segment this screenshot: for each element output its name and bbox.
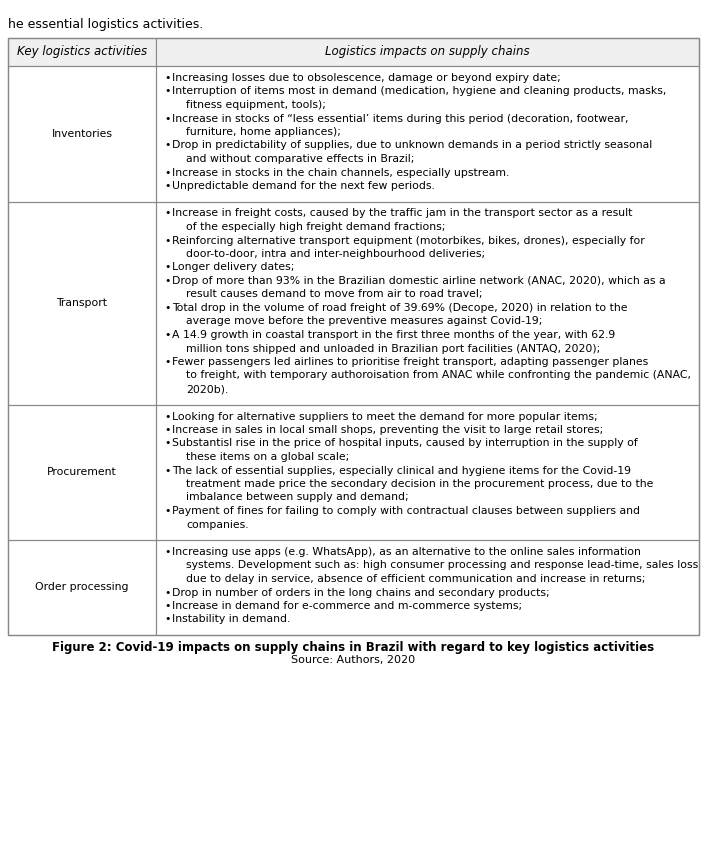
Text: •: •	[164, 412, 170, 422]
Text: •: •	[164, 465, 170, 475]
Text: •: •	[164, 141, 170, 151]
Text: •: •	[164, 303, 170, 313]
Bar	[8, 38, 156, 66]
Bar	[8, 540, 156, 635]
Bar	[156, 38, 699, 66]
Text: •: •	[164, 588, 170, 597]
Text: Longer delivery dates;: Longer delivery dates;	[172, 262, 294, 273]
Text: systems. Development such as: high consumer processing and response lead-time, s: systems. Development such as: high consu…	[186, 561, 699, 571]
Text: fitness equipment, tools);: fitness equipment, tools);	[186, 100, 326, 110]
Text: he essential logistics activities.: he essential logistics activities.	[8, 18, 203, 31]
Text: Increase in freight costs, caused by the traffic jam in the transport sector as : Increase in freight costs, caused by the…	[172, 209, 632, 218]
Text: Order processing: Order processing	[35, 583, 129, 592]
Text: A 14.9 growth in coastal transport in the first three months of the year, with 6: A 14.9 growth in coastal transport in th…	[172, 330, 615, 340]
Text: Procurement: Procurement	[47, 467, 117, 477]
Text: these items on a global scale;: these items on a global scale;	[186, 452, 349, 462]
Text: The lack of essential supplies, especially clinical and hygiene items for the Co: The lack of essential supplies, especial…	[172, 465, 631, 475]
Text: and without comparative effects in Brazil;: and without comparative effects in Brazi…	[186, 154, 414, 164]
Text: 2020b).: 2020b).	[186, 384, 228, 394]
Text: imbalance between supply and demand;: imbalance between supply and demand;	[186, 492, 409, 503]
Text: •: •	[164, 209, 170, 218]
Bar	[156, 66, 699, 202]
Text: million tons shipped and unloaded in Brazilian port facilities (ANTAQ, 2020);: million tons shipped and unloaded in Bra…	[186, 343, 600, 354]
Bar	[156, 202, 699, 405]
Text: Interruption of items most in demand (medication, hygiene and cleaning products,: Interruption of items most in demand (me…	[172, 87, 667, 96]
Text: Inventories: Inventories	[52, 129, 112, 139]
Text: Instability in demand.: Instability in demand.	[172, 614, 291, 625]
Text: door-to-door, intra and inter-neighbourhood deliveries;: door-to-door, intra and inter-neighbourh…	[186, 249, 485, 259]
Text: Substantisl rise in the price of hospital inputs, caused by interruption in the : Substantisl rise in the price of hospita…	[172, 439, 638, 448]
Text: Figure 2: Covid-19 impacts on supply chains in Brazil with regard to key logisti: Figure 2: Covid-19 impacts on supply cha…	[52, 641, 655, 654]
Text: •: •	[164, 425, 170, 435]
Text: •: •	[164, 439, 170, 448]
Text: Drop of more than 93% in the Brazilian domestic airline network (ANAC, 2020), wh: Drop of more than 93% in the Brazilian d…	[172, 276, 665, 286]
Text: Drop in number of orders in the long chains and secondary products;: Drop in number of orders in the long cha…	[172, 588, 549, 597]
Text: •: •	[164, 113, 170, 124]
Text: average move before the preventive measures against Covid-19;: average move before the preventive measu…	[186, 316, 542, 326]
Text: Increase in stocks in the chain channels, especially upstream.: Increase in stocks in the chain channels…	[172, 168, 509, 177]
Bar	[156, 540, 699, 635]
Text: •: •	[164, 547, 170, 557]
Text: Key logistics activities: Key logistics activities	[17, 45, 147, 59]
Text: of the especially high freight demand fractions;: of the especially high freight demand fr…	[186, 222, 445, 232]
Text: Drop in predictability of supplies, due to unknown demands in a period strictly : Drop in predictability of supplies, due …	[172, 141, 653, 151]
Text: furniture, home appliances);: furniture, home appliances);	[186, 127, 341, 137]
Text: •: •	[164, 262, 170, 273]
Text: Logistics impacts on supply chains: Logistics impacts on supply chains	[325, 45, 530, 59]
Text: Transport: Transport	[57, 298, 107, 308]
Bar	[8, 202, 156, 405]
Text: Increasing losses due to obsolescence, damage or beyond expiry date;: Increasing losses due to obsolescence, d…	[172, 73, 561, 83]
Text: •: •	[164, 330, 170, 340]
Text: Looking for alternative suppliers to meet the demand for more popular items;: Looking for alternative suppliers to mee…	[172, 412, 597, 422]
Text: Increasing use apps (e.g. WhatsApp), as an alternative to the online sales infor: Increasing use apps (e.g. WhatsApp), as …	[172, 547, 641, 557]
Text: Unpredictable demand for the next few periods.: Unpredictable demand for the next few pe…	[172, 181, 435, 191]
Bar	[8, 66, 156, 202]
Text: due to delay in service, absence of efficient communication and increase in retu: due to delay in service, absence of effi…	[186, 574, 645, 584]
Text: Fewer passengers led airlines to prioritise freight transport, adapting passenge: Fewer passengers led airlines to priorit…	[172, 357, 648, 367]
Text: Payment of fines for failing to comply with contractual clauses between supplier: Payment of fines for failing to comply w…	[172, 506, 640, 516]
Text: Reinforcing alternative transport equipment (motorbikes, bikes, drones), especia: Reinforcing alternative transport equipm…	[172, 235, 645, 245]
Text: •: •	[164, 506, 170, 516]
Text: •: •	[164, 614, 170, 625]
Text: •: •	[164, 73, 170, 83]
Text: •: •	[164, 87, 170, 96]
Text: •: •	[164, 168, 170, 177]
Text: Increase in stocks of “less essential’ items during this period (decoration, foo: Increase in stocks of “less essential’ i…	[172, 113, 629, 124]
Text: •: •	[164, 276, 170, 286]
Text: to freight, with temporary authoroisation from ANAC while confronting the pandem: to freight, with temporary authoroisatio…	[186, 371, 691, 381]
Text: Increase in sales in local small shops, preventing the visit to large retail sto: Increase in sales in local small shops, …	[172, 425, 603, 435]
Bar	[8, 405, 156, 540]
Text: Source: Authors, 2020: Source: Authors, 2020	[291, 655, 416, 665]
Text: •: •	[164, 235, 170, 245]
Text: result causes demand to move from air to road travel;: result causes demand to move from air to…	[186, 290, 482, 300]
Text: treatment made price the secondary decision in the procurement process, due to t: treatment made price the secondary decis…	[186, 479, 653, 489]
Text: •: •	[164, 601, 170, 611]
Text: Total drop in the volume of road freight of 39.69% (Decope, 2020) in relation to: Total drop in the volume of road freight…	[172, 303, 628, 313]
Bar	[156, 405, 699, 540]
Text: companies.: companies.	[186, 520, 249, 529]
Text: Increase in demand for e-commerce and m-commerce systems;: Increase in demand for e-commerce and m-…	[172, 601, 522, 611]
Text: •: •	[164, 181, 170, 191]
Text: •: •	[164, 357, 170, 367]
Bar	[8, 38, 699, 635]
